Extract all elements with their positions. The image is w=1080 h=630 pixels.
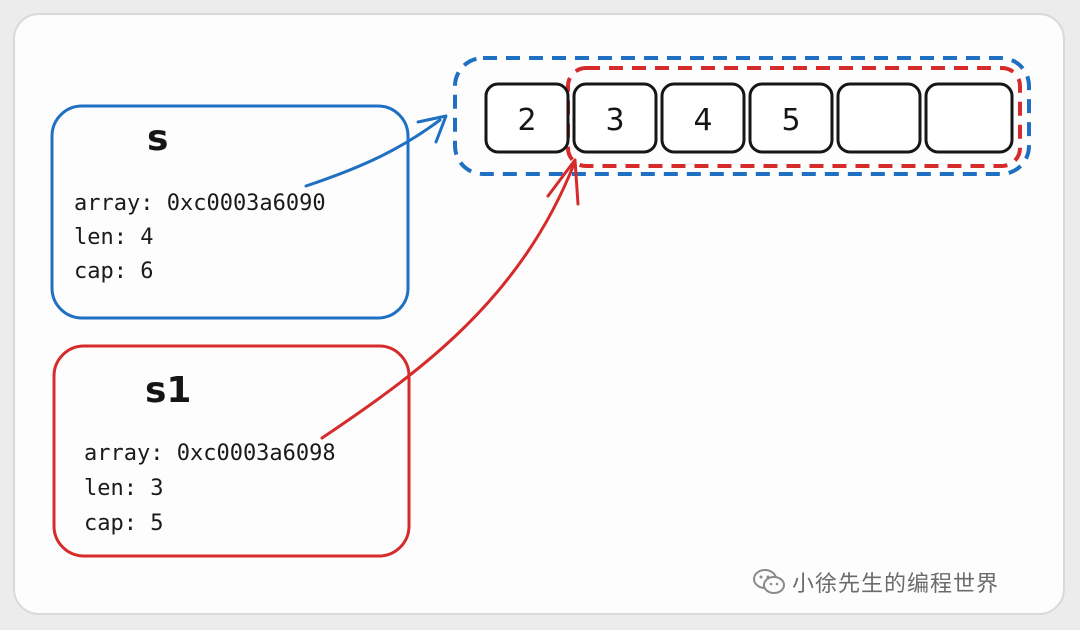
s-view-outline	[453, 56, 1031, 176]
watermark: 小徐先生的编程世界	[752, 566, 999, 598]
underlying-array: 2 3 4 5	[484, 82, 1014, 154]
struct-s1-name: s1	[145, 370, 191, 411]
wechat-icon	[753, 569, 785, 594]
array-cell-value: 5	[781, 103, 800, 138]
struct-s1-array: array: 0xc0003a6098	[84, 441, 336, 466]
watermark-text: 小徐先生的编程世界	[792, 572, 1000, 597]
struct-s-box: s array: 0xc0003a6090 len: 4 cap: 6	[50, 104, 410, 320]
array-cell	[836, 82, 922, 154]
s1-array-pointer-arrow	[320, 158, 580, 440]
s1-view-outline	[566, 66, 1022, 168]
array-cell: 4	[660, 82, 746, 154]
array-cell-value: 4	[693, 103, 712, 138]
struct-s-cap: cap: 6	[74, 259, 153, 284]
array-cell-value: 3	[605, 103, 624, 138]
array-cell: 5	[748, 82, 834, 154]
array-cell-value: 2	[517, 103, 536, 138]
array-cell: 3	[572, 82, 658, 154]
struct-s-len: len: 4	[74, 225, 153, 250]
array-cell: 2	[484, 82, 570, 154]
struct-s1-len: len: 3	[84, 476, 163, 501]
array-cell	[924, 82, 1014, 154]
struct-s1-box: s1 array: 0xc0003a6098 len: 3 cap: 5	[52, 344, 411, 558]
s-array-pointer-arrow	[304, 114, 448, 188]
struct-s-array: array: 0xc0003a6090	[74, 191, 326, 216]
struct-s1-cap: cap: 5	[84, 511, 163, 536]
struct-s-name: s	[147, 118, 168, 159]
